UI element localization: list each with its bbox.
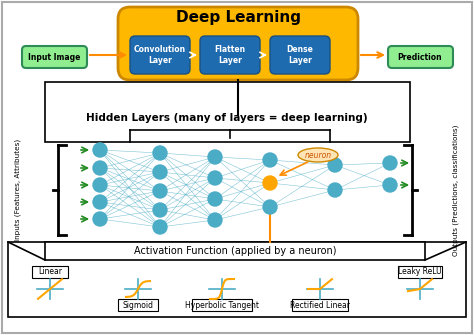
Circle shape (383, 178, 397, 192)
FancyBboxPatch shape (388, 46, 453, 68)
Text: Sigmoid: Sigmoid (122, 300, 154, 310)
FancyBboxPatch shape (200, 36, 260, 74)
Bar (192, 299, 252, 311)
Circle shape (328, 183, 342, 197)
Text: Inputs (Features, Attributes): Inputs (Features, Attributes) (15, 139, 21, 241)
Circle shape (153, 220, 167, 234)
Text: Leaky ReLU: Leaky ReLU (398, 268, 442, 276)
Text: Flatten
Layer: Flatten Layer (214, 45, 246, 65)
Circle shape (93, 195, 107, 209)
Bar (118, 299, 158, 311)
FancyBboxPatch shape (118, 7, 358, 80)
Circle shape (153, 203, 167, 217)
Text: Linear: Linear (38, 268, 62, 276)
Text: Rectified Linear: Rectified Linear (290, 300, 350, 310)
Circle shape (93, 178, 107, 192)
Bar (292, 299, 348, 311)
Bar (45, 242, 425, 260)
Circle shape (208, 213, 222, 227)
Circle shape (383, 156, 397, 170)
Circle shape (153, 184, 167, 198)
Circle shape (153, 165, 167, 179)
Circle shape (328, 158, 342, 172)
Text: neuron: neuron (304, 150, 331, 159)
Circle shape (208, 192, 222, 206)
Bar (8, 242, 466, 317)
FancyBboxPatch shape (130, 36, 190, 74)
Text: Activation Function (applied by a neuron): Activation Function (applied by a neuron… (134, 246, 336, 256)
Text: Hyperbolic Tangent: Hyperbolic Tangent (185, 300, 259, 310)
Circle shape (93, 161, 107, 175)
Text: Convolution
Layer: Convolution Layer (134, 45, 186, 65)
Text: Hidden Layers (many of layers = deep learning): Hidden Layers (many of layers = deep lea… (86, 113, 368, 123)
Text: Dense
Layer: Dense Layer (287, 45, 313, 65)
Bar (398, 266, 442, 278)
Text: Deep Learning: Deep Learning (175, 9, 301, 24)
Text: Prediction: Prediction (398, 53, 442, 62)
FancyBboxPatch shape (270, 36, 330, 74)
Circle shape (263, 176, 277, 190)
Circle shape (263, 153, 277, 167)
Circle shape (208, 171, 222, 185)
Ellipse shape (298, 148, 338, 162)
Text: Input Image: Input Image (28, 53, 80, 62)
FancyBboxPatch shape (22, 46, 87, 68)
Circle shape (93, 212, 107, 226)
Circle shape (153, 146, 167, 160)
Bar (45, 82, 410, 142)
Bar (32, 266, 68, 278)
Circle shape (93, 143, 107, 157)
Text: Outputs (Predictions, classifications): Outputs (Predictions, classifications) (453, 124, 459, 256)
Circle shape (263, 200, 277, 214)
Circle shape (208, 150, 222, 164)
